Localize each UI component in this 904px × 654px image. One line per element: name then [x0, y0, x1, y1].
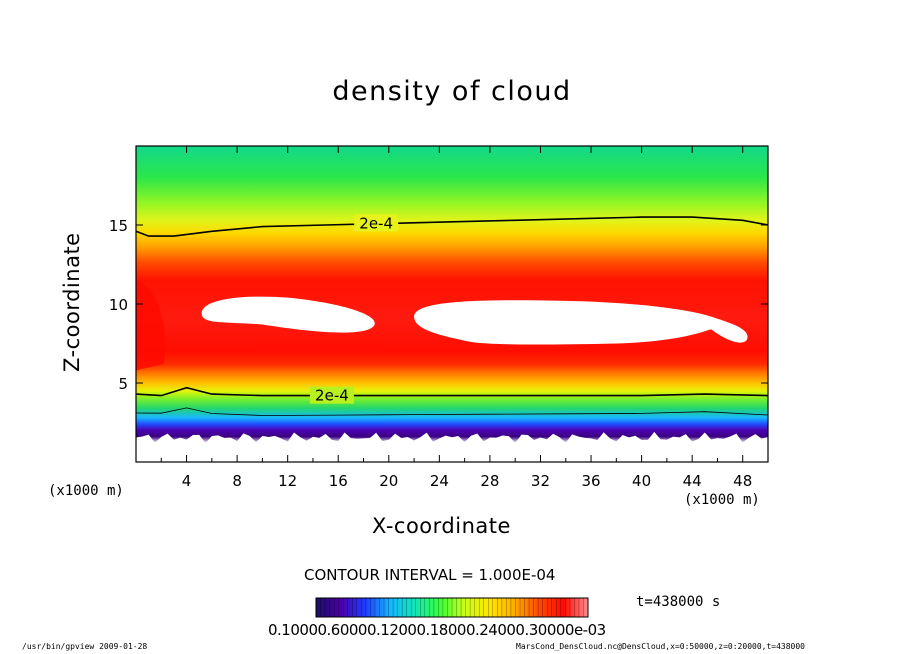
- time-stamp: t=438000 s: [636, 594, 721, 610]
- x-tick-label: 4: [182, 472, 192, 490]
- x-tick-label: 12: [278, 472, 297, 490]
- x-axis: 4 8 12 16 20 24 28 32 36 40 44 48: [160, 146, 752, 490]
- contour-line-lower-thin: [136, 407, 768, 416]
- colorbar: [315, 597, 589, 618]
- density-lower-fringe: [136, 431, 768, 462]
- y-axis-unit-label: (x1000 m): [48, 483, 124, 499]
- y-tick-label: 10: [109, 296, 128, 314]
- colorbar-tick-labels: 0.10000.60000.12000.18000.24000.30000e-0…: [268, 621, 606, 639]
- x-tick-label: 48: [733, 472, 752, 490]
- x-tick-label: 16: [329, 472, 348, 490]
- x-tick-label: 32: [531, 472, 550, 490]
- contour-label: 2e-4: [315, 387, 349, 405]
- y-axis-label: Z-coordinate: [60, 232, 84, 372]
- x-tick-label: 24: [430, 472, 449, 490]
- white-region-right: [414, 300, 748, 345]
- x-tick-label: 36: [581, 472, 600, 490]
- x-axis-label: X-coordinate: [372, 514, 511, 538]
- x-axis-unit-label: (x1000 m): [684, 492, 760, 508]
- contour-labels: 2e-4 2e-4: [309, 214, 399, 405]
- y-axis: 5 10 15: [109, 217, 768, 393]
- white-regions: [201, 296, 748, 345]
- contour-line-upper: [136, 216, 768, 237]
- contour-label: 2e-4: [359, 214, 393, 232]
- footer-right: MarsCond_DensCloud.nc@DensCloud,x=0:5000…: [516, 642, 805, 651]
- y-tick-label: 5: [118, 375, 128, 393]
- white-region-left: [201, 296, 375, 333]
- density-maximum-region-left: [136, 280, 166, 371]
- contour-line-lower: [136, 386, 768, 397]
- density-field: [136, 146, 768, 462]
- x-tick-label: 28: [480, 472, 499, 490]
- footer-left: /usr/bin/gpview 2009-01-28: [22, 642, 148, 651]
- x-tick-label: 20: [379, 472, 398, 490]
- y-tick-label: 15: [109, 217, 128, 235]
- x-tick-label: 44: [683, 472, 702, 490]
- contour-label-bg: [309, 386, 354, 404]
- contour-interval-text: CONTOUR INTERVAL = 1.000E-04: [304, 566, 556, 584]
- x-tick-label: 8: [232, 472, 242, 490]
- colorbar-dividers: [320, 598, 584, 617]
- chart-title: density of cloud: [332, 76, 572, 107]
- x-tick-label: 40: [632, 472, 651, 490]
- contour-label-bg: [354, 214, 399, 232]
